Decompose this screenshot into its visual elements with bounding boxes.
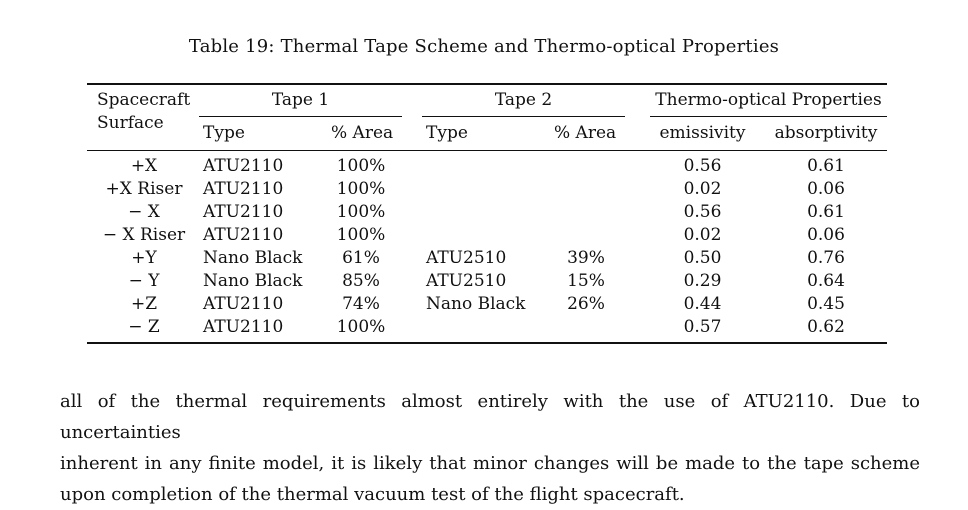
cell-emissivity: 0.56: [683, 202, 722, 222]
cell-tape2-area: 39%: [567, 248, 605, 268]
paragraph-line-2: inherent in any finite model, it is like…: [60, 453, 920, 474]
cell-surface: +X: [130, 156, 158, 176]
cell-tape2-type: Nano Black: [426, 294, 526, 314]
cell-tape1-type: ATU2110: [203, 225, 284, 245]
header-tape2: Tape 2: [494, 90, 553, 110]
cell-surface: +Y: [131, 248, 157, 268]
paragraph-line-3: upon completion of the thermal vacuum te…: [60, 484, 685, 505]
cell-tape1-type: Nano Black: [203, 248, 303, 268]
cell-tape1-area: 74%: [342, 294, 380, 314]
cell-surface: − X: [128, 202, 160, 222]
thermo-cmidrule: [650, 116, 887, 117]
tape2-cmidrule: [422, 116, 625, 117]
cell-tape1-type: ATU2110: [203, 179, 284, 199]
body-paragraph: all of the thermal requirements almost e…: [60, 386, 920, 510]
cell-emissivity: 0.50: [683, 248, 722, 268]
cell-tape1-type: ATU2110: [203, 317, 284, 337]
cell-tape1-area: 61%: [342, 248, 380, 268]
header-emissivity: emissivity: [659, 123, 746, 143]
header-area2: % Area: [554, 123, 617, 143]
header-tape1: Tape 1: [271, 90, 330, 110]
header-thermo: Thermo-optical Properties: [655, 90, 882, 110]
cell-tape1-area: 100%: [336, 179, 386, 199]
header-area1: % Area: [331, 123, 394, 143]
cell-tape2-type: ATU2510: [426, 248, 507, 268]
cell-surface: − Y: [128, 271, 160, 291]
cell-tape1-area: 100%: [336, 156, 386, 176]
cell-surface: +Z: [130, 294, 158, 314]
cell-absorptivity: 0.76: [807, 248, 845, 268]
cell-emissivity: 0.29: [683, 271, 722, 291]
cell-emissivity: 0.02: [683, 179, 722, 199]
cell-absorptivity: 0.06: [807, 179, 845, 199]
cell-tape1-type: Nano Black: [203, 271, 303, 291]
cell-tape1-type: ATU2110: [203, 156, 284, 176]
cell-surface: − Z: [128, 317, 160, 337]
cell-emissivity: 0.02: [683, 225, 722, 245]
cell-absorptivity: 0.61: [807, 156, 845, 176]
table-mid-rule: [87, 150, 887, 151]
cell-emissivity: 0.56: [683, 156, 722, 176]
cell-tape1-area: 100%: [336, 317, 386, 337]
header-absorptivity: absorptivity: [774, 123, 878, 143]
cell-absorptivity: 0.64: [807, 271, 845, 291]
cell-surface: +X Riser: [105, 179, 183, 199]
cell-emissivity: 0.44: [683, 294, 722, 314]
cell-tape1-type: ATU2110: [203, 294, 284, 314]
cell-tape2-area: 26%: [567, 294, 605, 314]
cell-tape1-area: 100%: [336, 202, 386, 222]
table-caption: Table 19: Thermal Tape Scheme and Thermo…: [188, 36, 780, 57]
cell-absorptivity: 0.61: [807, 202, 845, 222]
cell-absorptivity: 0.45: [807, 294, 845, 314]
cell-tape2-type: ATU2510: [426, 271, 507, 291]
table-top-rule: [87, 83, 887, 85]
tape1-cmidrule: [199, 116, 402, 117]
header-type2: Type: [426, 123, 468, 143]
cell-tape1-area: 100%: [336, 225, 386, 245]
cell-tape1-area: 85%: [342, 271, 380, 291]
cell-tape2-area: 15%: [567, 271, 605, 291]
paragraph-line-1: all of the thermal requirements almost e…: [60, 391, 920, 443]
cell-tape1-type: ATU2110: [203, 202, 284, 222]
header-surface-line1: Spacecraft: [97, 90, 191, 110]
cell-absorptivity: 0.62: [807, 317, 845, 337]
cell-emissivity: 0.57: [683, 317, 722, 337]
cell-absorptivity: 0.06: [807, 225, 845, 245]
table-bottom-rule: [87, 342, 887, 344]
header-surface-line2: Surface: [97, 113, 164, 133]
cell-surface: − X Riser: [102, 225, 186, 245]
header-type1: Type: [203, 123, 245, 143]
